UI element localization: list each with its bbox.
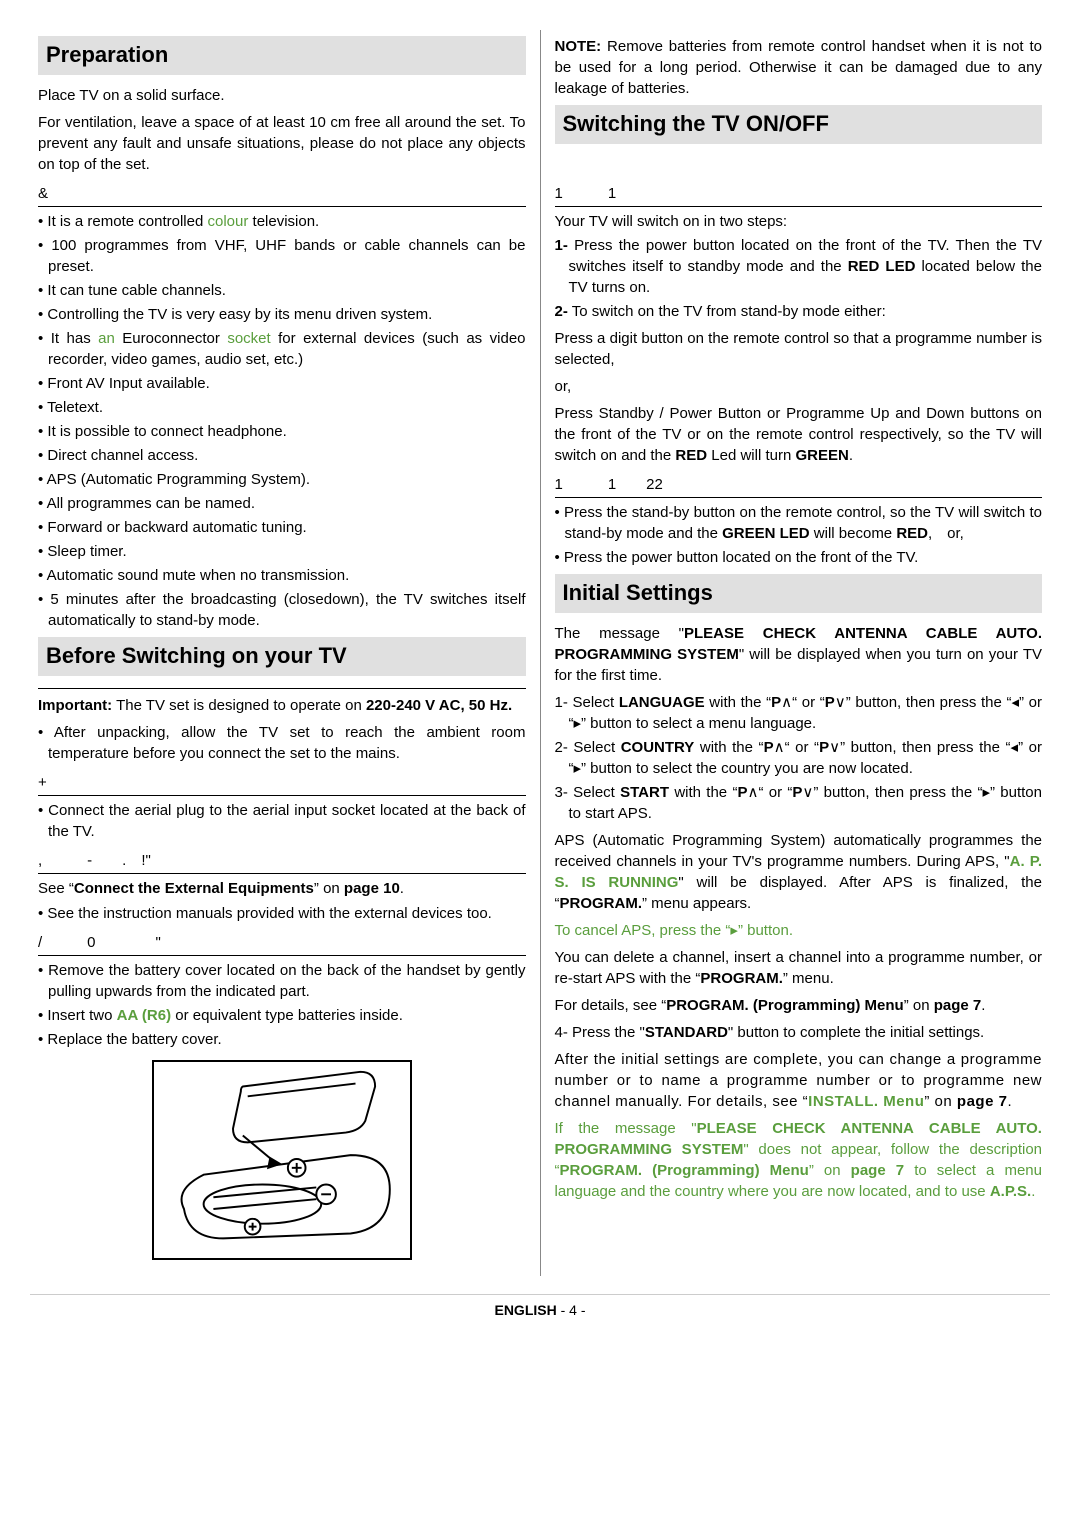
li-replace: Replace the battery cover. bbox=[38, 1029, 526, 1050]
para-delete: You can delete a channel, insert a chann… bbox=[555, 947, 1043, 989]
li-off1: Press the stand-by button on the remote … bbox=[555, 502, 1043, 544]
subhead-1-1: 1 1 bbox=[555, 183, 1043, 207]
subhead-blank bbox=[38, 686, 526, 689]
step-start: 3- Select START with the “P∧“ or “P∨” bu… bbox=[555, 782, 1043, 824]
li-menu: Controlling the TV is very easy by its m… bbox=[38, 304, 526, 325]
step-lang: 1- Select LANGUAGE with the “P∧“ or “P∨”… bbox=[555, 692, 1043, 734]
subhead-comma: , - . !" bbox=[38, 850, 526, 874]
aerial-list: Connect the aerial plug to the aerial in… bbox=[38, 800, 526, 842]
two-column-layout: Preparation Place TV on a solid surface.… bbox=[30, 30, 1050, 1276]
subhead-1-1-22: 1 1 22 bbox=[555, 474, 1043, 498]
heading-switching: Switching the TV ON/OFF bbox=[555, 105, 1043, 144]
li-5min: 5 minutes after the broadcasting (closed… bbox=[38, 589, 526, 631]
li-direct: Direct channel access. bbox=[38, 445, 526, 466]
para-ventilation: For ventilation, leave a space of at lea… bbox=[38, 112, 526, 175]
li-aerial: Connect the aerial plug to the aerial in… bbox=[38, 800, 526, 842]
para-if: If the message "PLEASE CHECK ANTENNA CAB… bbox=[555, 1118, 1043, 1202]
para-standby: Press Standby / Power Button or Programm… bbox=[555, 403, 1043, 466]
para-cancel: To cancel APS, press the “▸” button. bbox=[555, 920, 1043, 941]
para-or: or, bbox=[555, 376, 1043, 397]
li-tune: It can tune cable channels. bbox=[38, 280, 526, 301]
para-important: Important: The TV set is designed to ope… bbox=[38, 695, 526, 716]
step-1: 1- Press the power button located on the… bbox=[555, 235, 1043, 298]
li-unpack: After unpacking, allow the TV set to rea… bbox=[38, 722, 526, 764]
para-after: After the initial settings are complete,… bbox=[555, 1049, 1043, 1112]
para-aps: APS (Automatic Programming System) autom… bbox=[555, 830, 1043, 914]
battery-illustration bbox=[38, 1060, 526, 1266]
li-frontav: Front AV Input available. bbox=[38, 373, 526, 394]
manuals-list: See the instruction manuals provided wit… bbox=[38, 903, 526, 924]
para-note: NOTE: Remove batteries from remote contr… bbox=[555, 36, 1043, 99]
footer-page: - 4 - bbox=[557, 1302, 586, 1318]
page-footer: ENGLISH - 4 - bbox=[30, 1294, 1050, 1321]
footer-lang: ENGLISH bbox=[494, 1302, 556, 1318]
off-list: Press the stand-by button on the remote … bbox=[555, 502, 1043, 568]
right-column: NOTE: Remove batteries from remote contr… bbox=[541, 30, 1051, 1276]
battery-list: Remove the battery cover located on the … bbox=[38, 960, 526, 1050]
para-details: For details, see “PROGRAM. (Programming)… bbox=[555, 995, 1043, 1016]
para-msg: The message "PLEASE CHECK ANTENNA CABLE … bbox=[555, 623, 1043, 686]
feature-list: It is a remote controlled colour televis… bbox=[38, 211, 526, 631]
subhead-plus: + bbox=[38, 772, 526, 796]
para-surface: Place TV on a solid surface. bbox=[38, 85, 526, 106]
step-2: 2- To switch on the TV from stand-by mod… bbox=[555, 301, 1043, 322]
li-manuals: See the instruction manuals provided wit… bbox=[38, 903, 526, 924]
li-aps: APS (Automatic Programming System). bbox=[38, 469, 526, 490]
left-column: Preparation Place TV on a solid surface.… bbox=[30, 30, 541, 1276]
li-off2: Press the power button located on the fr… bbox=[555, 547, 1043, 568]
li-mute: Automatic sound mute when no transmissio… bbox=[38, 565, 526, 586]
heading-initial: Initial Settings bbox=[555, 574, 1043, 613]
para-twosteps: Your TV will switch on in two steps: bbox=[555, 211, 1043, 232]
li-sleep: Sleep timer. bbox=[38, 541, 526, 562]
li-named: All programmes can be named. bbox=[38, 493, 526, 514]
li-insert: Insert two AA (R6) or equivalent type ba… bbox=[38, 1005, 526, 1026]
heading-preparation: Preparation bbox=[38, 36, 526, 75]
li-teletext: Teletext. bbox=[38, 397, 526, 418]
li-remote: It is a remote controlled colour televis… bbox=[38, 211, 526, 232]
li-100: 100 programmes from VHF, UHF bands or ca… bbox=[38, 235, 526, 277]
subhead-amp: & bbox=[38, 183, 526, 207]
li-headphone: It is possible to connect headphone. bbox=[38, 421, 526, 442]
heading-before: Before Switching on your TV bbox=[38, 637, 526, 676]
para-see-connect: See “Connect the External Equipments” on… bbox=[38, 878, 526, 899]
step-standard: 4- Press the "STANDARD" button to comple… bbox=[555, 1022, 1043, 1043]
unpack-list: After unpacking, allow the TV set to rea… bbox=[38, 722, 526, 764]
step-country: 2- Select COUNTRY with the “P∧“ or “P∨” … bbox=[555, 737, 1043, 779]
li-fwd: Forward or backward automatic tuning. bbox=[38, 517, 526, 538]
subhead-slash: / 0 " bbox=[38, 932, 526, 956]
para-digit: Press a digit button on the remote contr… bbox=[555, 328, 1043, 370]
li-remove: Remove the battery cover located on the … bbox=[38, 960, 526, 1002]
li-euro: It has an Euroconnector socket for exter… bbox=[38, 328, 526, 370]
